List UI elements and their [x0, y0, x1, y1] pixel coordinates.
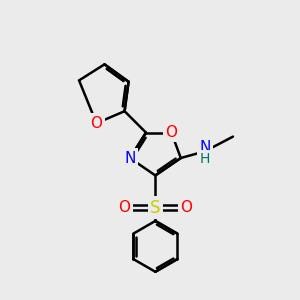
Text: O: O: [180, 200, 192, 215]
Text: N: N: [124, 151, 136, 166]
Text: O: O: [118, 200, 130, 215]
Text: O: O: [91, 116, 103, 131]
Text: O: O: [165, 125, 177, 140]
Text: H: H: [200, 152, 210, 166]
Text: S: S: [150, 199, 160, 217]
Text: N: N: [199, 140, 211, 155]
